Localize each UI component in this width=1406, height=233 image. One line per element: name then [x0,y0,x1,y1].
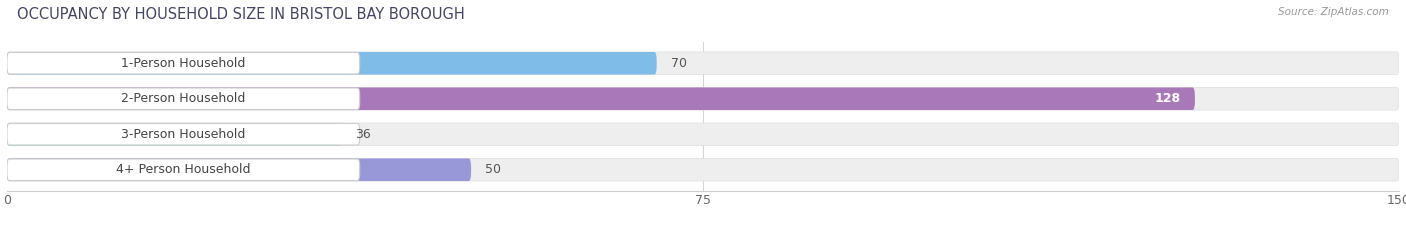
FancyBboxPatch shape [7,52,657,75]
FancyBboxPatch shape [7,158,471,181]
FancyBboxPatch shape [7,87,1195,110]
FancyBboxPatch shape [7,52,360,74]
FancyBboxPatch shape [7,123,360,145]
FancyBboxPatch shape [7,52,1399,75]
FancyBboxPatch shape [7,123,342,146]
FancyBboxPatch shape [7,88,360,110]
Text: 36: 36 [354,128,371,141]
Text: 4+ Person Household: 4+ Person Household [117,163,250,176]
Text: 1-Person Household: 1-Person Household [121,57,246,70]
FancyBboxPatch shape [7,87,1399,110]
Text: 2-Person Household: 2-Person Household [121,92,246,105]
FancyBboxPatch shape [7,159,360,181]
Text: 70: 70 [671,57,686,70]
Text: 3-Person Household: 3-Person Household [121,128,246,141]
FancyBboxPatch shape [7,123,1399,146]
Text: 50: 50 [485,163,501,176]
FancyBboxPatch shape [7,158,1399,181]
Text: OCCUPANCY BY HOUSEHOLD SIZE IN BRISTOL BAY BOROUGH: OCCUPANCY BY HOUSEHOLD SIZE IN BRISTOL B… [17,7,464,22]
Text: Source: ZipAtlas.com: Source: ZipAtlas.com [1278,7,1389,17]
Text: 128: 128 [1154,92,1181,105]
